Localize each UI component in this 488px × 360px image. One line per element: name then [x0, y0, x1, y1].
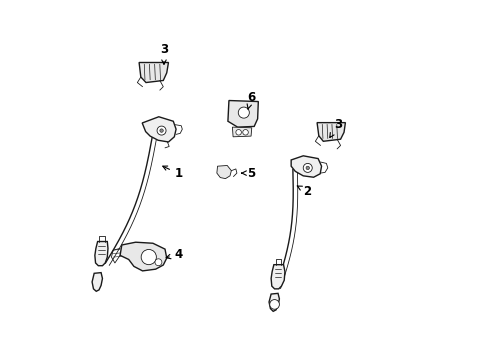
- Polygon shape: [270, 265, 285, 289]
- Polygon shape: [232, 127, 251, 137]
- Polygon shape: [290, 156, 321, 177]
- Circle shape: [242, 130, 248, 135]
- Text: 6: 6: [246, 91, 255, 109]
- Text: 3: 3: [329, 118, 341, 138]
- Circle shape: [155, 259, 162, 266]
- Polygon shape: [120, 242, 166, 271]
- Polygon shape: [268, 293, 279, 311]
- Text: 5: 5: [241, 167, 255, 180]
- Circle shape: [141, 249, 156, 265]
- Circle shape: [235, 130, 241, 135]
- Circle shape: [157, 126, 166, 135]
- Circle shape: [238, 107, 249, 118]
- Polygon shape: [139, 63, 168, 82]
- Circle shape: [305, 166, 309, 170]
- Polygon shape: [95, 242, 108, 266]
- Polygon shape: [316, 123, 345, 141]
- Circle shape: [160, 129, 163, 132]
- Polygon shape: [216, 166, 231, 179]
- Text: 3: 3: [160, 43, 168, 64]
- Text: 1: 1: [163, 166, 183, 180]
- Polygon shape: [227, 100, 258, 127]
- Text: 4: 4: [166, 248, 183, 261]
- Polygon shape: [92, 273, 102, 291]
- Text: 2: 2: [297, 185, 310, 198]
- Polygon shape: [142, 117, 176, 142]
- Circle shape: [269, 300, 279, 309]
- Circle shape: [303, 163, 312, 172]
